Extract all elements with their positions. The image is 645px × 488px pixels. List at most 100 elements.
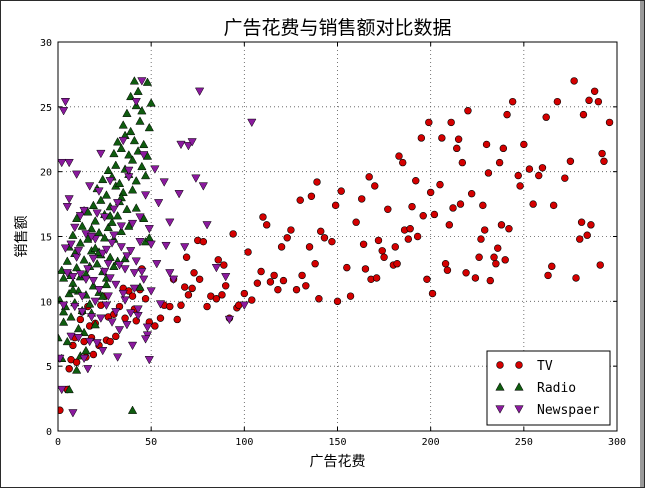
data-point-newspaer — [79, 206, 89, 216]
data-point-newspaer — [144, 356, 154, 365]
data-point-newspaer — [81, 275, 91, 285]
data-point-newspaer — [211, 264, 222, 273]
data-point-tv — [438, 134, 446, 142]
data-point-radio — [129, 76, 140, 85]
data-point-tv — [471, 274, 480, 282]
data-point-tv — [585, 96, 593, 105]
data-point-tv — [481, 226, 489, 234]
data-point-tv — [553, 97, 562, 106]
data-point-tv — [566, 157, 575, 165]
data-point-radio — [101, 190, 112, 199]
data-point-radio — [92, 259, 102, 268]
data-point-newspaer — [176, 140, 186, 150]
data-point-newspaer — [88, 276, 99, 286]
data-point-newspaer — [139, 151, 149, 160]
data-point-newspaer — [194, 87, 205, 96]
data-point-radio — [68, 284, 78, 294]
data-point-radio — [140, 170, 151, 180]
data-point-radio — [126, 126, 136, 136]
data-point-tv — [69, 341, 77, 350]
data-point-tv — [262, 221, 271, 229]
data-point-newspaer — [77, 308, 87, 317]
data-point-newspaer — [127, 341, 138, 351]
data-point-tv — [492, 260, 500, 268]
data-point-newspaer — [90, 297, 100, 307]
data-point-tv — [212, 295, 221, 303]
data-point-tv — [58, 406, 64, 414]
data-point-tv — [505, 225, 513, 233]
data-point-newspaer — [168, 275, 179, 285]
data-point-newspaer — [111, 280, 121, 290]
data-point-newspaer — [135, 238, 145, 247]
data-point-tv — [454, 135, 463, 143]
data-point-newspaer — [165, 269, 175, 278]
data-point-tv — [358, 195, 366, 203]
data-point-newspaer — [126, 247, 136, 256]
data-point-tv — [600, 157, 608, 165]
data-point-tv — [486, 276, 494, 285]
data-point-newspaer — [239, 301, 249, 310]
data-point-radio — [131, 176, 141, 185]
data-point-radio — [116, 226, 126, 235]
data-point-tv — [346, 292, 355, 300]
data-point-tv — [475, 253, 483, 261]
data-point-newspaer — [129, 269, 140, 278]
data-point-tv — [404, 235, 413, 243]
data-point-radio — [58, 306, 69, 316]
data-point-tv — [72, 358, 81, 366]
data-point-radio — [127, 185, 138, 194]
data-point-tv — [436, 180, 444, 189]
data-point-newspaer — [198, 182, 208, 191]
data-point-newspaer — [86, 313, 97, 322]
data-point-radio — [103, 222, 113, 232]
data-point-newspaer — [94, 286, 104, 295]
data-point-tv — [343, 263, 351, 272]
data-point-newspaer — [73, 247, 84, 256]
data-point-tv — [462, 269, 470, 277]
data-point-tv — [302, 282, 310, 290]
x-tick-label: 100 — [235, 437, 253, 448]
data-point-newspaer — [127, 219, 138, 229]
data-point-newspaer — [88, 254, 99, 264]
data-point-tv — [423, 275, 431, 283]
data-point-tv — [317, 227, 325, 236]
x-tick-label: 150 — [328, 437, 346, 448]
data-point-newspaer — [183, 142, 194, 151]
data-point-newspaer — [139, 275, 149, 285]
data-point-radio — [58, 273, 69, 282]
data-point-newspaer — [131, 257, 141, 266]
data-point-tv — [328, 237, 336, 246]
data-point-newspaer — [58, 301, 69, 310]
data-point-newspaer — [92, 209, 102, 218]
data-point-radio — [79, 255, 89, 264]
data-point-tv — [365, 173, 373, 181]
data-point-tv — [287, 226, 295, 234]
data-point-newspaer — [120, 265, 130, 274]
data-point-tv — [425, 118, 433, 127]
legend-label-tv: TV — [537, 359, 553, 374]
data-point-tv — [417, 134, 426, 142]
legend: TV Radio Newspaer — [486, 350, 611, 426]
data-point-radio — [116, 192, 126, 202]
data-point-radio — [139, 139, 149, 149]
data-point-tv — [490, 253, 498, 261]
data-point-newspaer — [72, 170, 82, 179]
data-point-tv — [173, 315, 181, 324]
data-point-newspaer — [152, 260, 162, 269]
x-tick-label: 300 — [608, 437, 626, 448]
data-point-tv — [572, 274, 580, 282]
data-point-tv — [182, 253, 191, 261]
data-point-tv — [412, 177, 420, 185]
data-point-tv — [497, 221, 506, 229]
data-point-newspaer — [146, 240, 156, 249]
x-axis-label: 广告花费 — [310, 454, 366, 470]
data-point-radio — [90, 216, 100, 225]
data-point-newspaer — [96, 149, 106, 159]
data-point-newspaer — [118, 136, 128, 146]
data-point-tv — [579, 110, 588, 119]
data-point-newspaer — [64, 195, 74, 204]
data-point-radio — [96, 195, 106, 204]
data-point-tv — [576, 235, 584, 243]
data-point-radio — [98, 291, 108, 300]
data-point-tv — [298, 271, 306, 280]
